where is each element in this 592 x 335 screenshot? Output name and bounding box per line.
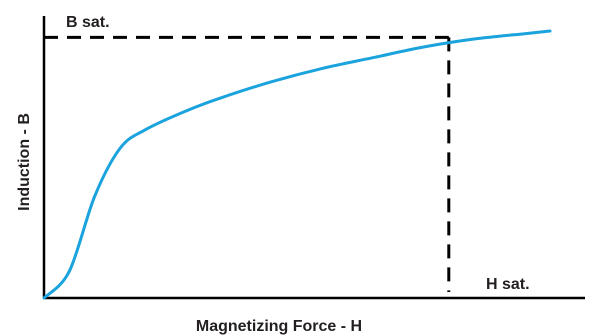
h-sat-label: H sat. bbox=[486, 276, 530, 293]
magnetization-curve bbox=[42, 29, 552, 300]
b-sat-label: B sat. bbox=[66, 14, 110, 31]
x-axis-title: Magnetizing Force - H bbox=[196, 318, 362, 335]
y-axis-title: Induction - B bbox=[16, 113, 33, 211]
